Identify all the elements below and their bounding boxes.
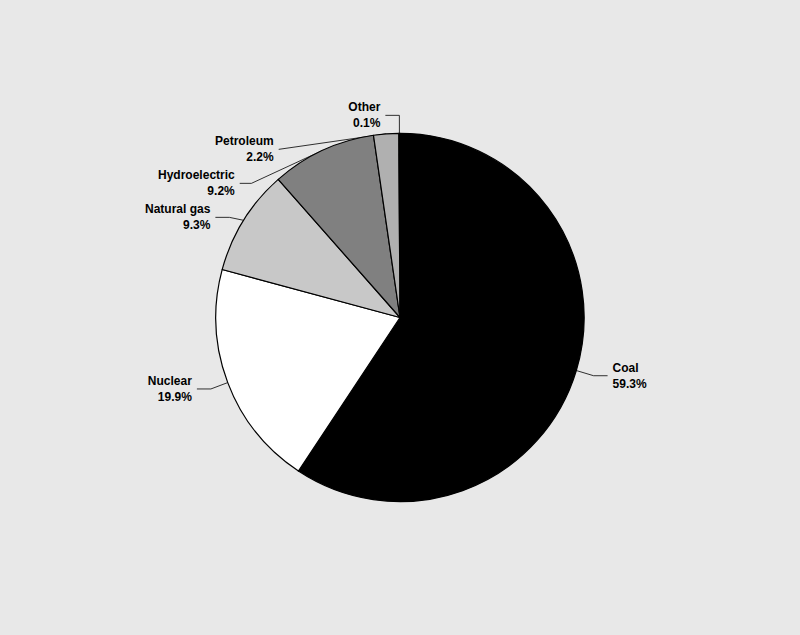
svg-text:0.1%: 0.1% bbox=[353, 116, 381, 130]
svg-text:Petroleum: Petroleum bbox=[215, 134, 274, 148]
svg-text:Natural gas: Natural gas bbox=[145, 202, 211, 216]
svg-text:Other: Other bbox=[348, 100, 380, 114]
svg-text:59.3%: 59.3% bbox=[613, 377, 647, 391]
svg-text:9.2%: 9.2% bbox=[207, 184, 235, 198]
svg-text:9.3%: 9.3% bbox=[183, 218, 211, 232]
svg-text:Nuclear: Nuclear bbox=[148, 374, 192, 388]
svg-text:Hydroelectric: Hydroelectric bbox=[158, 168, 235, 182]
svg-text:19.9%: 19.9% bbox=[158, 390, 192, 404]
svg-text:Coal: Coal bbox=[613, 361, 639, 375]
svg-text:2.2%: 2.2% bbox=[246, 150, 274, 164]
